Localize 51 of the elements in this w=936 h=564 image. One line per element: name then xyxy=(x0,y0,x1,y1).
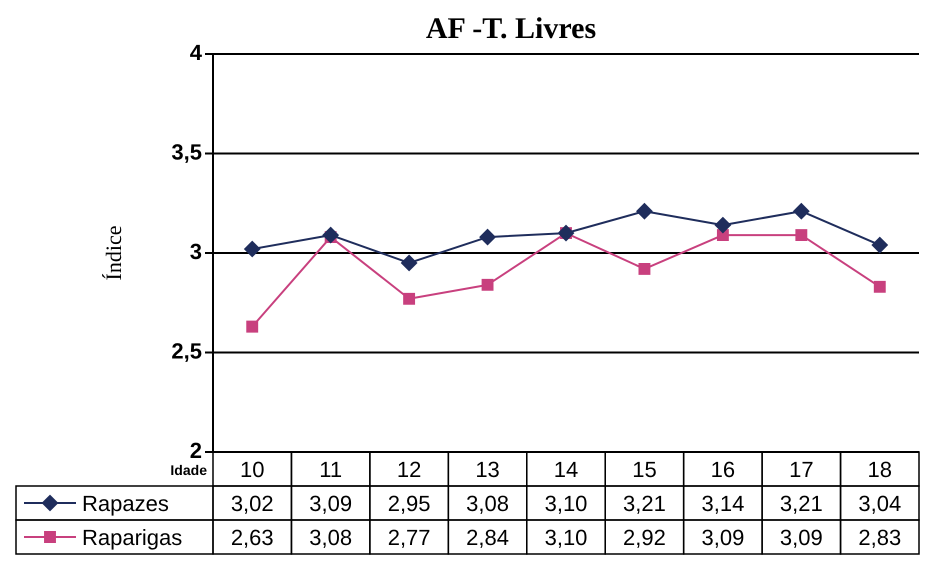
data-label: 2,77 xyxy=(388,525,431,550)
x-tick-label: 10 xyxy=(240,457,264,482)
data-label: 3,04 xyxy=(858,491,902,516)
y-axis-title: Índice xyxy=(100,226,126,280)
point xyxy=(403,292,416,305)
x-tick-label: 16 xyxy=(710,457,736,482)
point xyxy=(401,254,418,271)
point xyxy=(874,280,886,293)
point xyxy=(480,229,496,246)
data-label: 3,21 xyxy=(623,491,666,516)
point xyxy=(246,320,258,333)
point xyxy=(795,229,808,242)
data-label: 3,09 xyxy=(780,525,823,550)
data-label: 3,09 xyxy=(309,491,352,516)
x-tick-label: 14 xyxy=(554,457,578,482)
y-tick-label: 4 xyxy=(190,40,203,66)
point xyxy=(636,203,652,220)
chart-title: AF -T. Livres xyxy=(426,12,596,45)
data-label: 2,84 xyxy=(466,525,509,550)
legend-label: Raparigas xyxy=(82,525,182,550)
y-tick-label: 3,5 xyxy=(171,140,202,165)
x-tick-label: 12 xyxy=(396,457,422,482)
point xyxy=(244,241,260,258)
x-tick-label: 15 xyxy=(632,457,657,482)
x-tick-label: 18 xyxy=(868,457,892,482)
data-label: 2,83 xyxy=(858,525,902,550)
point xyxy=(322,227,339,244)
data-label: 3,10 xyxy=(544,491,588,516)
x-tick-label: 11 xyxy=(319,457,342,482)
point xyxy=(714,217,731,234)
y-tick-label: 3 xyxy=(190,239,202,264)
point xyxy=(872,237,888,254)
x-tick-label: 13 xyxy=(475,457,500,482)
data-label: 3,09 xyxy=(701,525,744,550)
data-label: 3,10 xyxy=(544,525,588,550)
x-axis-title: Idade xyxy=(170,462,208,478)
data-label: 3,21 xyxy=(780,491,823,516)
point xyxy=(482,278,494,291)
x-tick-label: 17 xyxy=(789,457,814,482)
data-label: 3,08 xyxy=(466,491,509,516)
data-label: 2,95 xyxy=(388,491,431,516)
y-tick-label: 2 xyxy=(190,438,202,464)
data-label: 3,08 xyxy=(309,525,352,550)
point xyxy=(638,262,650,275)
data-label: 3,02 xyxy=(230,491,274,516)
legend-label: Rapazes xyxy=(82,491,169,516)
point xyxy=(793,203,810,220)
y-tick-label: 2,5 xyxy=(171,338,202,364)
data-label: 2,63 xyxy=(230,525,274,550)
data-label: 3,14 xyxy=(701,491,744,516)
data-label: 2,92 xyxy=(623,525,666,550)
